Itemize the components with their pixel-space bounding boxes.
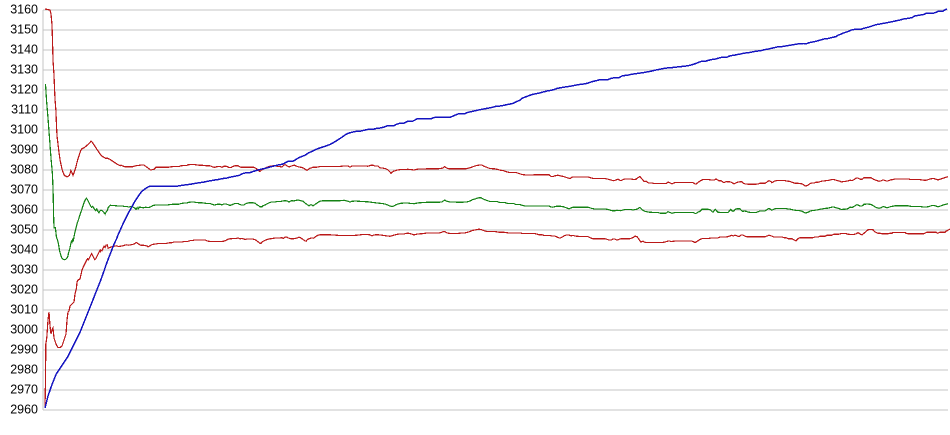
svg-text:3110: 3110 (11, 103, 38, 117)
svg-text:3040: 3040 (10, 243, 38, 257)
svg-text:3160: 3160 (10, 3, 38, 17)
svg-text:3020: 3020 (10, 283, 38, 297)
svg-text:3140: 3140 (10, 43, 38, 57)
svg-text:3120: 3120 (10, 83, 38, 97)
svg-text:3080: 3080 (10, 163, 38, 177)
svg-text:3010: 3010 (10, 303, 38, 317)
svg-text:3100: 3100 (10, 123, 38, 137)
svg-text:3030: 3030 (10, 263, 38, 277)
svg-text:3070: 3070 (10, 183, 38, 197)
svg-text:2960: 2960 (10, 403, 38, 417)
svg-text:3130: 3130 (10, 63, 38, 77)
svg-text:2970: 2970 (10, 383, 38, 397)
svg-text:3050: 3050 (10, 223, 38, 237)
svg-text:3060: 3060 (10, 203, 38, 217)
svg-text:2990: 2990 (10, 343, 38, 357)
svg-text:3000: 3000 (10, 323, 38, 337)
svg-text:2980: 2980 (10, 363, 38, 377)
svg-text:3090: 3090 (10, 143, 38, 157)
svg-text:3150: 3150 (10, 23, 38, 37)
